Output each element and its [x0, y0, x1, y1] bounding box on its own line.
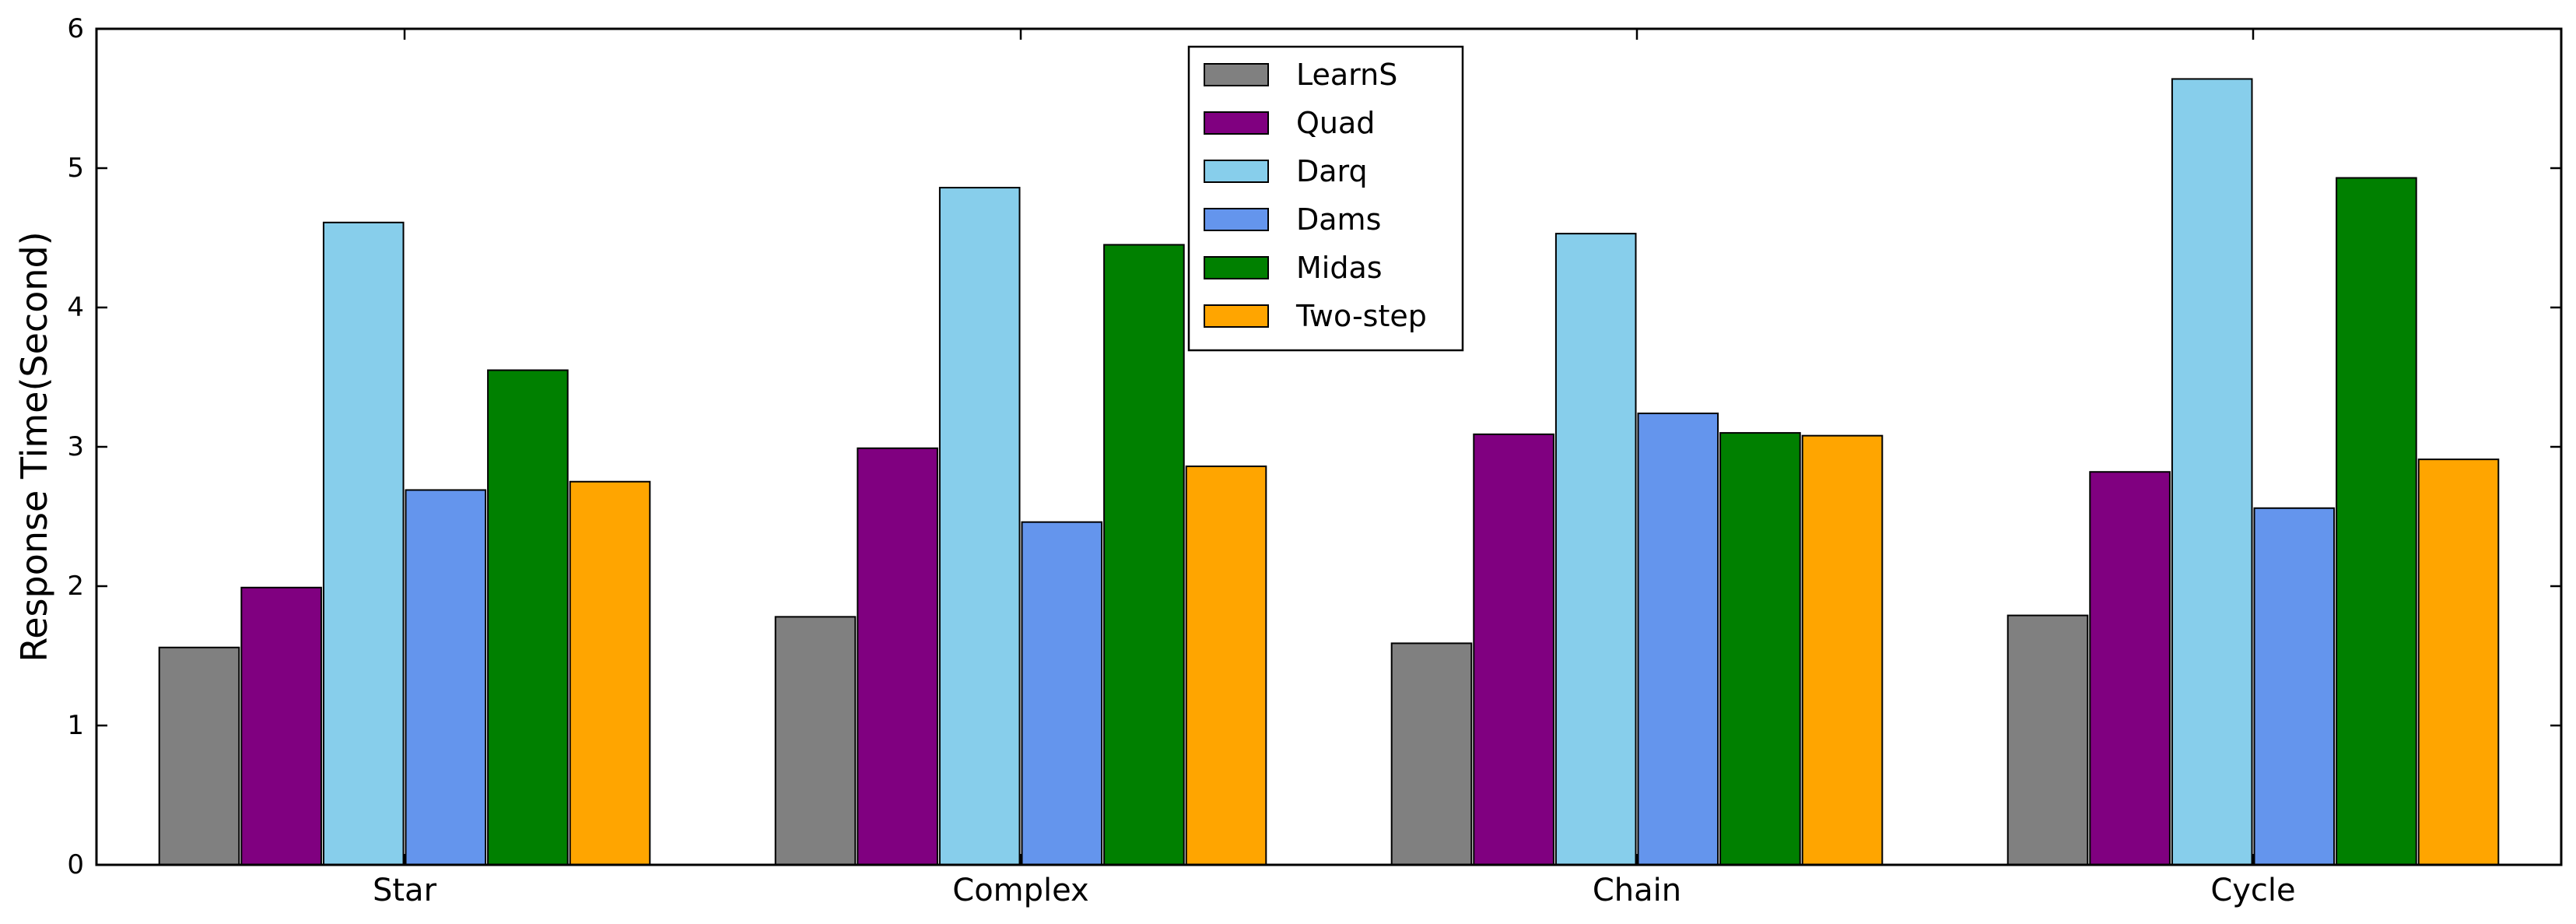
legend-label: Midas — [1296, 251, 1383, 285]
legend-box — [1187, 45, 1464, 352]
legend-swatch-learns — [1204, 63, 1269, 86]
legend-swatch-two-step — [1204, 304, 1269, 328]
bar-quad-star — [240, 586, 322, 866]
legend-swatch-dams — [1204, 208, 1269, 231]
bar-learns-chain — [1390, 642, 1473, 866]
legend-label: Two-step — [1295, 299, 1427, 333]
bar-learns-cycle — [2006, 614, 2089, 866]
x-tick-label: Cycle — [2210, 873, 2295, 908]
legend-swatch-quad — [1204, 111, 1269, 135]
bar-darq-star — [322, 221, 405, 866]
bar-dams-chain — [1637, 413, 1719, 866]
x-axis: Star Complex Chain Cycle — [373, 29, 2296, 908]
y-tick-label: 1 — [67, 710, 84, 741]
bar-two-step-chain — [1801, 434, 1884, 866]
x-tick-label: Chain — [1593, 873, 1681, 908]
y-tick-label: 2 — [67, 571, 84, 602]
bar-quad-complex — [857, 447, 938, 866]
bars-group — [158, 78, 2500, 866]
y-tick-label: 6 — [67, 13, 84, 44]
bar-two-step-cycle — [2417, 458, 2500, 866]
legend-swatch-midas — [1204, 256, 1269, 279]
legend-label: Darq — [1296, 154, 1368, 188]
legend-label: Quad — [1296, 106, 1375, 140]
x-tick-label: Star — [373, 873, 437, 908]
bar-dams-star — [405, 489, 487, 866]
bar-two-step-star — [569, 480, 651, 866]
bar-quad-cycle — [2089, 471, 2171, 866]
y-tick-label: 5 — [67, 153, 84, 184]
legend-label: Dams — [1296, 202, 1381, 237]
legend-label: LearnS — [1296, 58, 1397, 92]
bar-learns-star — [158, 646, 240, 866]
bar-midas-star — [487, 369, 569, 866]
y-tick-label: 3 — [67, 431, 84, 462]
y-axis-label: Response Time(Second) — [13, 231, 55, 662]
bar-dams-complex — [1021, 521, 1103, 866]
bar-darq-cycle — [2171, 78, 2253, 866]
bar-quad-chain — [1473, 433, 1554, 866]
bar-darq-chain — [1554, 233, 1637, 866]
y-tick-label: 0 — [67, 849, 84, 880]
y-axis: 0 1 2 3 4 5 6 — [67, 13, 2561, 880]
bar-midas-chain — [1719, 432, 1801, 866]
bar-dams-cycle — [2253, 507, 2336, 866]
bar-darq-complex — [938, 187, 1021, 866]
y-tick-label: 4 — [67, 292, 84, 323]
bar-two-step-complex — [1185, 466, 1267, 866]
bar-learns-complex — [774, 616, 857, 866]
x-tick-label: Complex — [952, 873, 1088, 908]
legend-swatch-darq — [1204, 160, 1269, 183]
legend: LearnS Quad Darq Dams Midas Two-step — [1187, 45, 1464, 352]
bar-midas-cycle — [2336, 177, 2417, 866]
bar-midas-complex — [1103, 244, 1185, 866]
